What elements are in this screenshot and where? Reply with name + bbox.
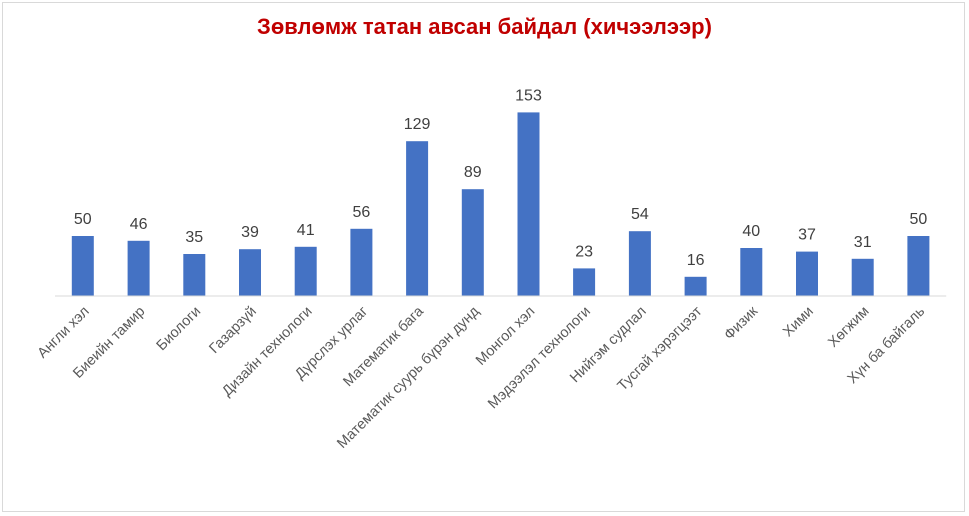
value-label-3: 39 bbox=[241, 224, 259, 241]
bars-group bbox=[71, 112, 930, 297]
value-label-1: 46 bbox=[130, 216, 148, 233]
bar-6 bbox=[406, 141, 429, 296]
value-label-4: 41 bbox=[297, 222, 315, 239]
bar-5 bbox=[350, 228, 373, 296]
value-label-14: 31 bbox=[854, 234, 872, 251]
bar-12 bbox=[740, 248, 763, 296]
chart-title: Зөвлөмж татан авсан байдал (хичээлээр) bbox=[257, 14, 712, 39]
bar-15 bbox=[907, 236, 930, 296]
value-label-15: 50 bbox=[910, 211, 928, 228]
value-label-5: 56 bbox=[353, 204, 371, 221]
category-label-3: Газарзүй bbox=[206, 304, 259, 357]
bar-3 bbox=[239, 249, 261, 296]
value-label-7: 89 bbox=[464, 164, 482, 181]
category-label-13: Хими bbox=[780, 304, 817, 341]
category-label-9: Мэдээлэл технологи bbox=[485, 304, 594, 413]
category-label-14: Хөгжим bbox=[825, 304, 872, 351]
value-label-8: 153 bbox=[515, 87, 542, 104]
bar-2 bbox=[183, 254, 206, 296]
value-label-12: 40 bbox=[742, 223, 760, 240]
value-label-2: 35 bbox=[185, 229, 203, 246]
value-label-0: 50 bbox=[74, 211, 92, 228]
bar-7 bbox=[461, 189, 484, 296]
value-labels-group: 50 46 35 39 41 56 129 89 153 23 54 16 40 37 31 50 bbox=[74, 87, 927, 268]
category-label-0: Англи хэл bbox=[35, 304, 93, 362]
value-label-9: 23 bbox=[575, 243, 593, 260]
category-label-12: Физик bbox=[721, 303, 761, 343]
bar-10 bbox=[628, 231, 651, 296]
bar-4 bbox=[294, 246, 317, 296]
bar-14 bbox=[851, 258, 874, 296]
bar-1 bbox=[127, 240, 150, 296]
bar-0 bbox=[71, 236, 94, 296]
bar-13 bbox=[796, 251, 818, 296]
bar-8 bbox=[517, 112, 540, 297]
category-label-2: Биологи bbox=[154, 304, 205, 355]
bar-11 bbox=[684, 276, 707, 296]
value-label-13: 37 bbox=[798, 227, 816, 244]
bar-9 bbox=[573, 268, 596, 296]
value-label-6: 129 bbox=[404, 116, 431, 133]
value-label-10: 54 bbox=[631, 206, 649, 223]
value-label-11: 16 bbox=[687, 252, 705, 269]
